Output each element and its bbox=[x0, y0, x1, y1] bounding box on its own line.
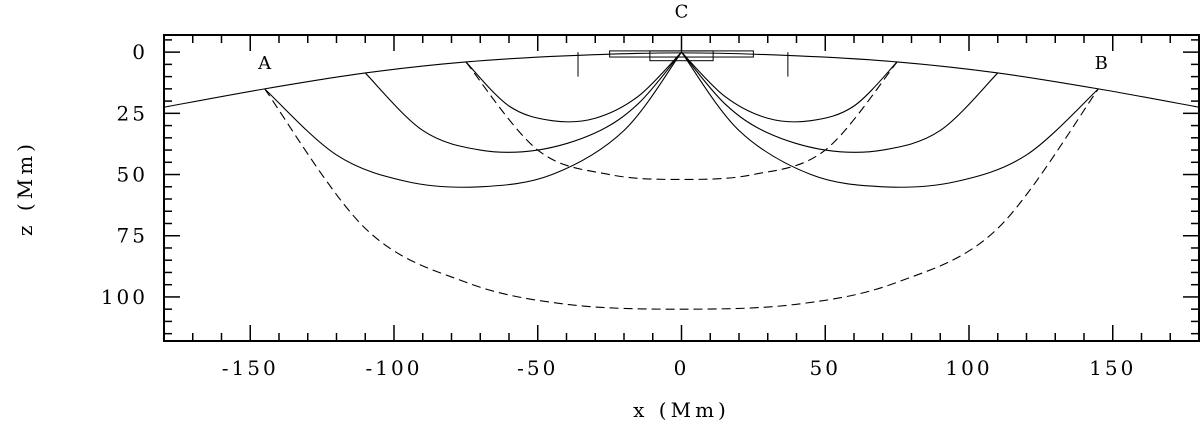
x-tick-label: 150 bbox=[1089, 356, 1136, 380]
dashed-ray-path-7 bbox=[465, 61, 898, 180]
y-tick-label: 25 bbox=[117, 101, 148, 125]
dashed-ray-path-8 bbox=[264, 88, 1099, 310]
point-label-c: C bbox=[675, 2, 689, 23]
x-tick-label: 100 bbox=[945, 356, 992, 380]
x-tick-label: -100 bbox=[366, 356, 423, 380]
plot-area: -150 -100 -50 0 50 100 150 0 25 50 75 100 A B C bbox=[101, 2, 1200, 380]
y-tick-label: 50 bbox=[117, 163, 148, 187]
x-tick-label: 50 bbox=[810, 356, 841, 380]
ray-path-5 bbox=[264, 51, 682, 188]
x-tick-label: -150 bbox=[222, 356, 279, 380]
point-label-b: B bbox=[1095, 53, 1108, 74]
y-axis-label: z (Mm) bbox=[13, 140, 37, 236]
x-axis-label: x (Mm) bbox=[633, 398, 730, 422]
y-tick-label: 0 bbox=[132, 40, 148, 64]
curves-group bbox=[164, 51, 1199, 310]
x-tick-label: 0 bbox=[674, 356, 690, 380]
ray-path-1 bbox=[465, 51, 682, 123]
x-tick-label: -50 bbox=[517, 356, 558, 380]
point-label-a: A bbox=[257, 53, 272, 74]
y-tick-label: 100 bbox=[101, 285, 148, 309]
y-tick-label: 75 bbox=[117, 224, 148, 248]
ray-path-6 bbox=[681, 51, 1099, 188]
plot-frame bbox=[163, 34, 1200, 342]
ray-path-2 bbox=[681, 51, 898, 123]
